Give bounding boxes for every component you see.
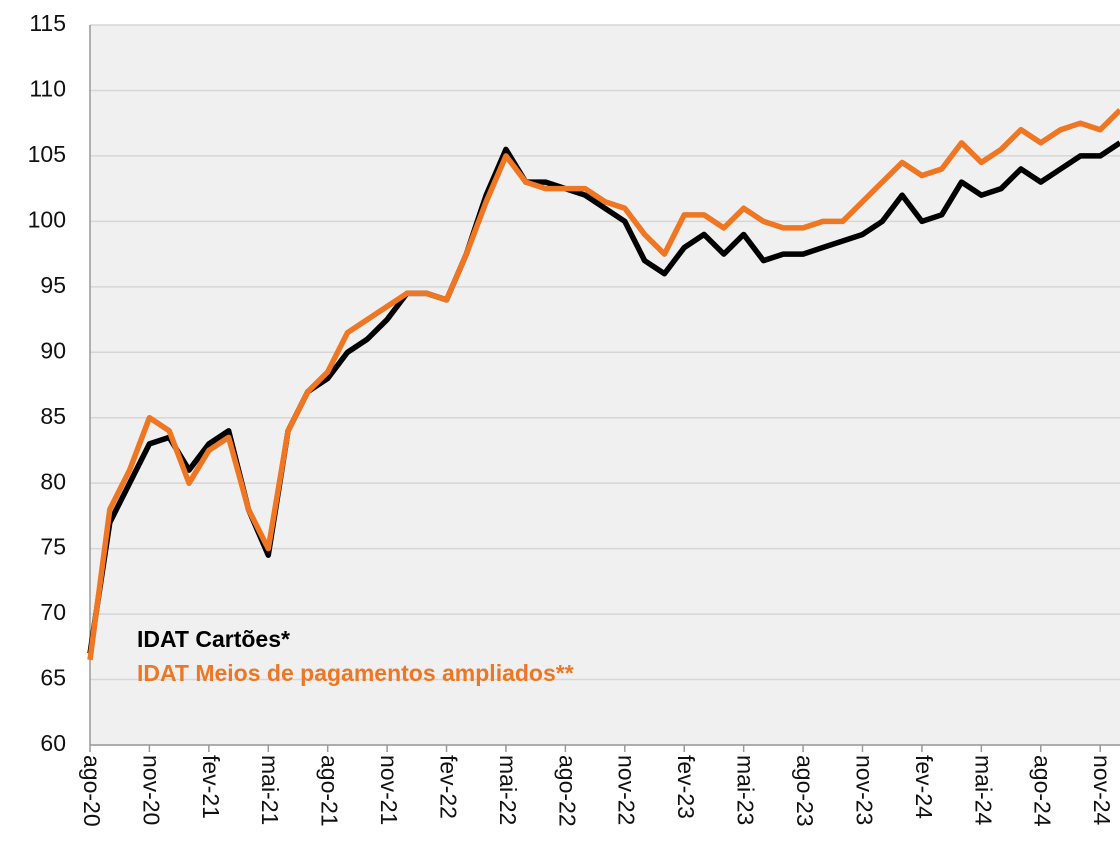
y-tick-label: 95 bbox=[40, 272, 66, 298]
x-tick-label: ago-20 bbox=[79, 755, 105, 827]
x-tick-label: ago-23 bbox=[792, 755, 818, 827]
y-tick-label: 80 bbox=[40, 468, 66, 494]
y-tick-label: 110 bbox=[29, 76, 66, 102]
x-tick-label: nov-22 bbox=[614, 755, 640, 825]
x-tick-label: ago-24 bbox=[1030, 755, 1056, 827]
y-tick-label: 75 bbox=[40, 534, 66, 560]
legend-entry: IDAT Cartões* bbox=[137, 626, 290, 652]
series-line bbox=[87, 108, 1120, 661]
x-tick-label: mai-24 bbox=[970, 755, 996, 826]
x-tick-label: nov-20 bbox=[138, 755, 164, 825]
y-tick-label: 60 bbox=[40, 730, 66, 756]
x-tick-label: ago-21 bbox=[317, 755, 343, 827]
legend-entry: IDAT Meios de pagamentos ampliados** bbox=[137, 660, 574, 686]
x-tick-label: mai-22 bbox=[495, 755, 521, 825]
x-tick-label: fev-23 bbox=[673, 755, 699, 819]
x-tick-label: nov-21 bbox=[376, 755, 402, 825]
x-tick-label: mai-21 bbox=[257, 755, 283, 825]
y-tick-label: 105 bbox=[28, 141, 66, 167]
y-tick-label: 90 bbox=[40, 337, 66, 363]
y-tick-label: 115 bbox=[29, 10, 66, 36]
y-tick-label: 100 bbox=[28, 206, 66, 232]
x-tick-label: mai-23 bbox=[733, 755, 759, 825]
x-tick-label: fev-22 bbox=[435, 755, 461, 819]
x-tick-label: nov-24 bbox=[1089, 755, 1115, 826]
plot-area bbox=[90, 25, 1120, 745]
y-tick-label: 70 bbox=[40, 599, 66, 625]
legend: IDAT Cartões* IDAT Meios de pagamentos am… bbox=[137, 622, 597, 690]
x-tick-label: fev-24 bbox=[911, 755, 937, 819]
x-tick-label: fev-21 bbox=[198, 755, 224, 819]
x-tick-label: nov-23 bbox=[851, 755, 877, 825]
y-tick-label: 85 bbox=[40, 403, 66, 429]
x-tick-label: ago-22 bbox=[554, 755, 580, 827]
y-tick-label: 65 bbox=[40, 665, 66, 691]
